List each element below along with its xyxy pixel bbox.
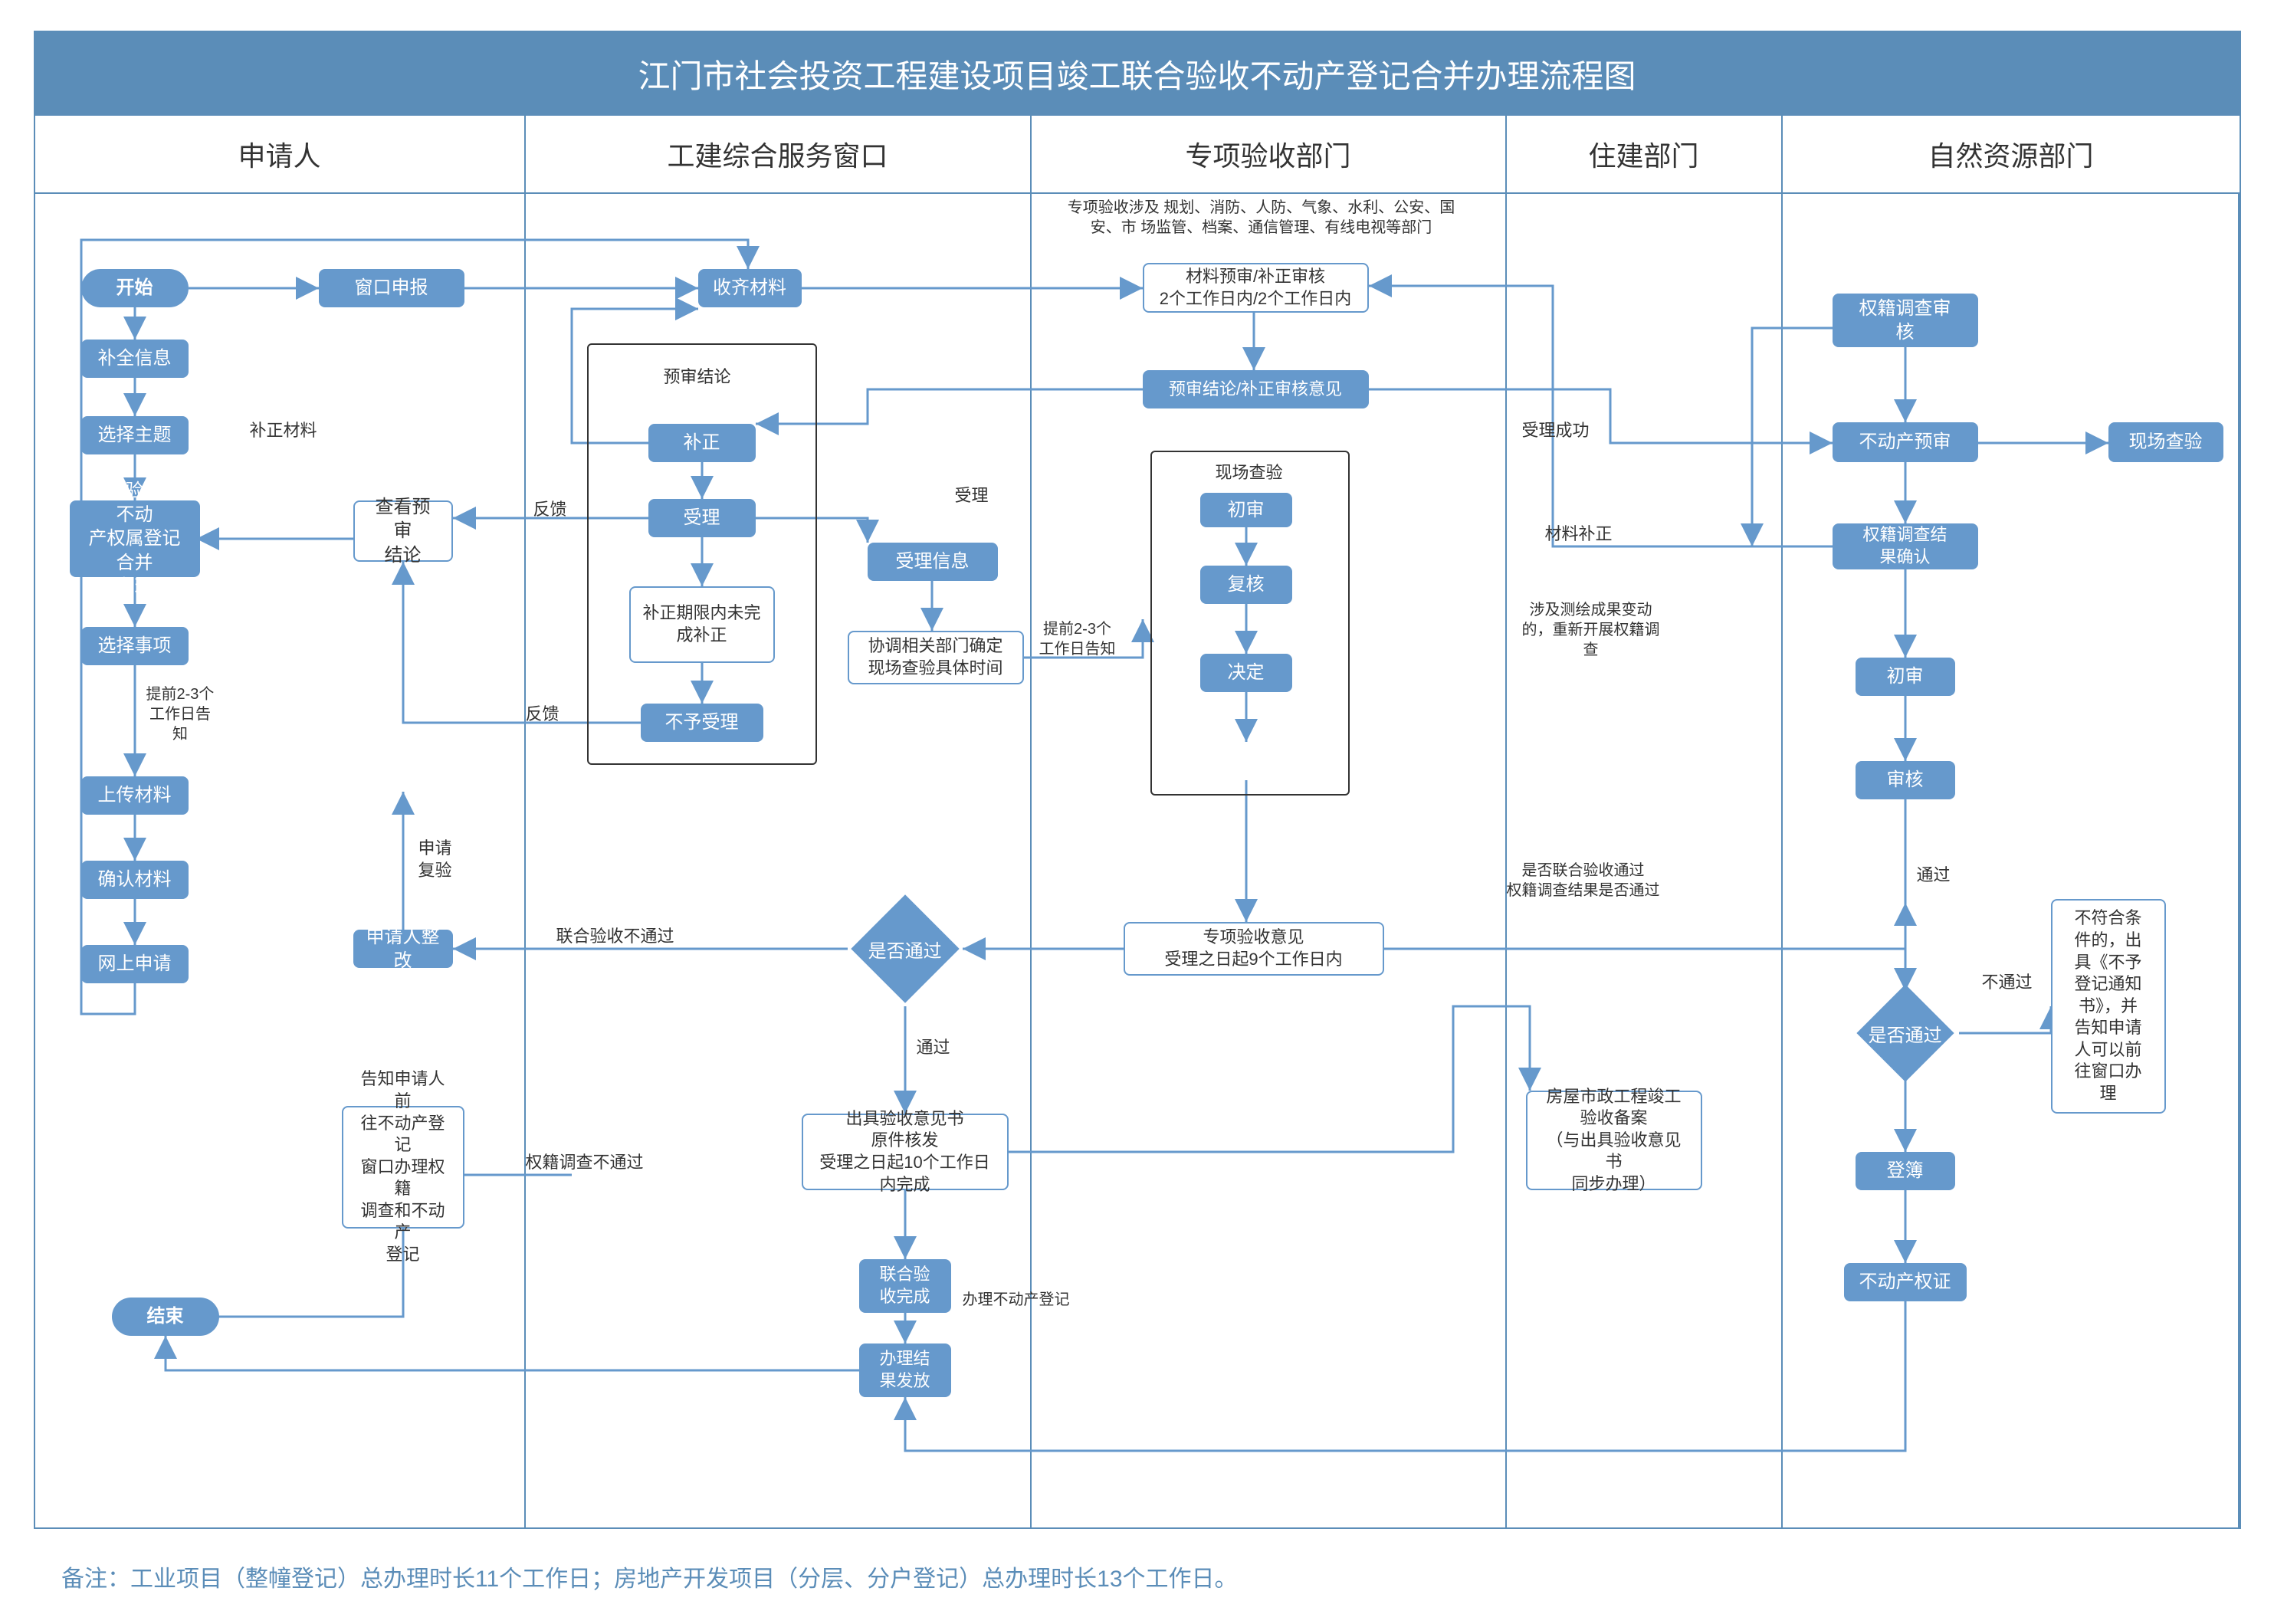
pre-title-label: 预审结论: [664, 366, 731, 389]
site-check2-node: 现场查验: [2108, 422, 2223, 462]
correct-node: 补正: [648, 424, 756, 462]
pass2-diamond-label: 是否通过: [1869, 1020, 1942, 1047]
feedback-label-1: 反馈: [533, 499, 567, 521]
advance1-label: 提前2-3个 工作日告 知: [146, 684, 215, 744]
apply-recheck-label: 申请 复验: [418, 838, 452, 881]
joint-accept-node: 联合验收与不动 产权属登记合并 办理: [70, 500, 200, 577]
feedback-label-2: 反馈: [526, 704, 559, 726]
dept-note-label: 专项验收涉及 规划、消防、人防、气象、水利、公安、国安、市 场监管、档案、通信管…: [1062, 198, 1461, 238]
fix-mat-label: 补正材料: [250, 420, 317, 442]
fail-note-node: 不符合条 件的，出 具《不予 登记通知 书》，并 告知申请 人可以前 往窗口办 …: [2051, 899, 2166, 1114]
prop-pre-node: 不动产预审: [1833, 422, 1978, 462]
accept-info-node: 受理信息: [868, 543, 998, 581]
reject-proc-node: 不予受理: [641, 704, 763, 742]
collect-node: 收齐材料: [698, 269, 802, 307]
issue-doc-node: 出具验收意见书 原件核发 受理之日起10个工作日内完成: [802, 1114, 1009, 1190]
first-rev-node: 初审: [1200, 493, 1292, 527]
not-pass2-label: 不通过: [1982, 972, 2033, 994]
coord-time-node: 协调相关部门确定 现场查验具体时间: [848, 631, 1024, 684]
re-survey-label: 涉及测绘成果变动 的，重新开展权籍调 查: [1491, 600, 1691, 660]
accept-node: 受理: [648, 499, 756, 537]
check-pre-node: 查看预审 结论: [353, 500, 453, 562]
lane-header-housing: 住建部门: [1507, 116, 1783, 192]
decide-node: 决定: [1200, 654, 1292, 692]
special-opinion-node: 专项验收意见 受理之日起9个工作日内: [1124, 922, 1384, 976]
app-fix-node: 申请人整改: [353, 930, 453, 968]
pre-opinion-node: 预审结论/补正审核意见: [1143, 370, 1369, 408]
lanes-body: 开始 补全信息 选择主题 联合验收与不动 产权属登记合并 办理 选择事项 上传材…: [35, 194, 2240, 1527]
register-node: 登簿: [1856, 1152, 1955, 1190]
select-topic-node: 选择主题: [81, 416, 189, 454]
re-rev-node: 复核: [1200, 566, 1292, 604]
audit2-node: 审核: [1856, 761, 1955, 799]
not-pass-label: 联合验收不通过: [556, 926, 674, 948]
housing-record-node: 房屋市政工程竣工 验收备案 （与出具验收意见书 同步办理）: [1526, 1091, 1702, 1190]
mat-pre-node: 材料预审/补正审核 2个工作日内/2个工作日内: [1143, 263, 1369, 313]
end-node: 结束: [112, 1298, 219, 1336]
window-apply-node: 窗口申报: [319, 269, 464, 307]
cert-node: 不动产权证: [1844, 1263, 1967, 1301]
advance2-label: 提前2-3个 工作日告知: [1039, 619, 1116, 659]
lane-header-special: 专项验收部门: [1032, 116, 1507, 192]
confirm-mat-node: 确认材料: [81, 861, 189, 899]
select-items-node: 选择事项: [81, 627, 189, 665]
diagram-title: 江门市社会投资工程建设项目竣工联合验收不动产登记合并办理流程图: [35, 32, 2240, 116]
lane-header-applicant: 申请人: [35, 116, 526, 192]
joint-done-node: 联合验 收完成: [859, 1259, 951, 1313]
online-apply-node: 网上申请: [81, 945, 189, 983]
flowchart-container: 江门市社会投资工程建设项目竣工联合验收不动产登记合并办理流程图 申请人 工建综合…: [34, 31, 2241, 1529]
upload-node: 上传材料: [81, 776, 189, 815]
lane-header-natural: 自然资源部门: [1783, 116, 2240, 192]
prop-reg-label: 办理不动产登记: [963, 1290, 1070, 1310]
first2-node: 初审: [1856, 658, 1955, 696]
mat-fix-label: 材料补正: [1545, 523, 1613, 546]
pass-label: 通过: [917, 1037, 950, 1059]
site-title-label: 现场查验: [1216, 462, 1283, 484]
pass2-label: 通过: [1917, 864, 1951, 887]
start-node: 开始: [81, 269, 189, 307]
pre-review-group: [587, 343, 817, 765]
qj-fail-label: 权籍调查不通过: [526, 1152, 644, 1174]
lane-natural: [1783, 194, 2240, 1527]
not-fix-node: 补正期限内未完 成补正: [629, 586, 775, 663]
lane-header-service: 工建综合服务窗口: [526, 116, 1032, 192]
joint-check-label: 是否联合验收通过 权籍调查结果是否通过: [1507, 861, 1660, 901]
qj-review-node: 权籍调查审 核: [1833, 294, 1978, 347]
notify-app-node: 告知申请人前 往不动产登记 窗口办理权籍 调查和不动产 登记: [342, 1106, 464, 1229]
lane-headers: 申请人 工建综合服务窗口 专项验收部门 住建部门 自然资源部门: [35, 116, 2240, 194]
fill-info-node: 补全信息: [81, 340, 189, 378]
qj-confirm-node: 权籍调查结 果确认: [1833, 523, 1978, 569]
pass-diamond-label: 是否通过: [868, 936, 942, 963]
accept-edge-label: 受理: [955, 485, 989, 507]
result-send-node: 办理结 果发放: [859, 1343, 951, 1397]
accept-ok-label: 受理成功: [1522, 420, 1590, 442]
footnote-text: 备注：工业项目（整幢登记）总办理时长11个工作日；房地产开发项目（分层、分户登记…: [31, 1560, 2243, 1593]
